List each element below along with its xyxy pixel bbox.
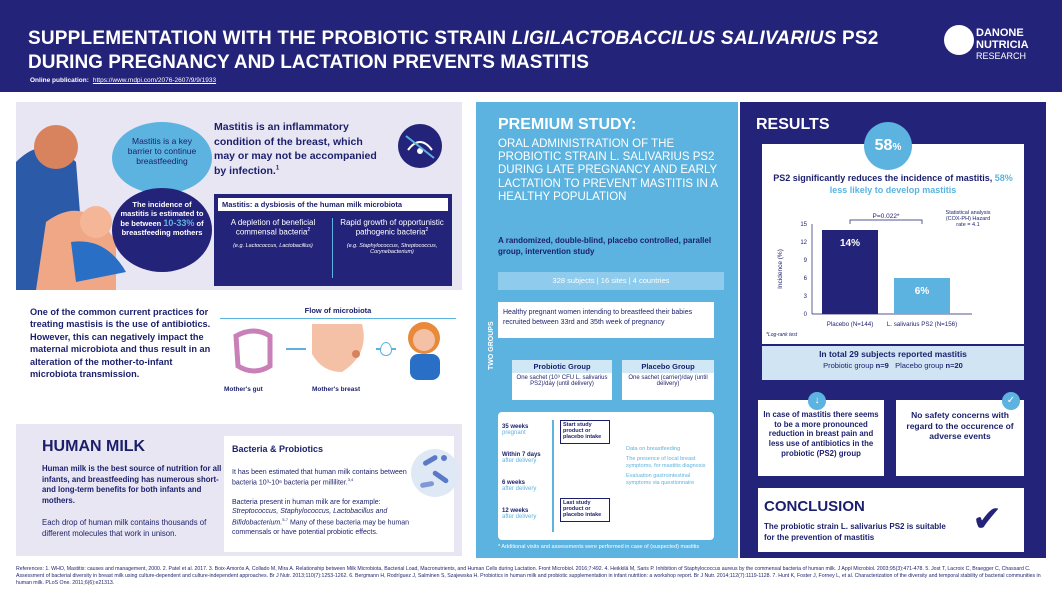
logo-text-1: DANONE: [976, 27, 1024, 39]
data-item: Evaluation gastrointestinal symptoms via…: [626, 472, 695, 486]
title-line-2: DURING PREGNANCY AND LACTATION PREVENTS …: [28, 52, 589, 73]
percent-badge: 58%: [864, 122, 912, 170]
milk-drop-icon: [380, 342, 392, 356]
human-milk-intro-bold: Human milk is the best source of nutriti…: [42, 464, 222, 505]
microbiota-flow-panel: One of the common current practices for …: [16, 290, 462, 416]
human-milk-panel: HUMAN MILK Human milk is the best source…: [16, 424, 462, 556]
y-tick-label: 9: [804, 258, 808, 264]
incidence-bar-chart: 0 3 6 9 12 15 Incidence (%) 14% Placebo (N=144) 6…: [766, 213, 972, 338]
hazard-bubble: Statistical analysis (COX-PH) Hazard rat…: [945, 210, 991, 228]
bar-value-label: 14%: [840, 238, 860, 249]
conclusion-title: CONCLUSION: [764, 498, 865, 515]
premium-footnote: * Additional visits and assessments were…: [498, 544, 700, 550]
x-tick-label: Placebo (N=144): [827, 321, 874, 328]
premium-study-panel: PREMIUM STUDY: ORAL ADMINISTRATION OF TH…: [476, 102, 738, 558]
header-banner: SUPPLEMENTATION WITH THE PROBIOTIC STRAI…: [0, 0, 1062, 92]
study-design: A randomized, double-blind, placebo cont…: [498, 236, 712, 256]
last-intake-box: Last study product or placebo intake: [560, 498, 610, 522]
data-item: Data on breastfeeding: [626, 446, 681, 452]
results-title: RESULTS: [756, 116, 830, 133]
data-items-list: Data on breastfeeding The presence of lo…: [626, 446, 710, 486]
timeline-item: 6 weeks after delivery: [502, 480, 537, 492]
antibiotics-text: One of the common current practices for …: [30, 307, 211, 380]
probiotic-group-box: Probiotic Group One sachet (10⁹ CFU L. s…: [512, 360, 612, 400]
conclusion-text: The probiotic strain L. salivarius PS2 i…: [764, 522, 946, 542]
timeline-line: [552, 420, 554, 532]
breast-icon: [312, 324, 364, 372]
bacteria-microscope-icon: [411, 449, 459, 497]
timeline-item: 12 weeks after delivery: [502, 508, 537, 520]
logo-mark-icon: [944, 25, 974, 55]
publication-line: Online publication: https://www.mdpi.com/…: [30, 77, 217, 84]
gut-label: Mother's gut: [224, 386, 263, 393]
bacteria-title: Bacteria & Probiotics: [232, 444, 324, 454]
timeline-item: 35 weeks pregnant: [502, 424, 529, 436]
study-counts: 328 subjects | 16 sites | 4 countries: [498, 272, 724, 290]
start-intake-box: Start study product or placebo intake: [560, 420, 610, 444]
publication-link[interactable]: https://www.mdpi.com/2076-2607/9/9/1933: [92, 77, 217, 84]
human-milk-intro: Each drop of human milk contains thousan…: [42, 518, 207, 538]
breast-label: Mother's breast: [312, 386, 361, 393]
breast-inflammation-icon: [398, 124, 442, 168]
dysbiosis-box: Mastitis: a dysbiosis of the human milk …: [214, 194, 452, 286]
total-subjects-box: In total 29 subjects reported mastitis P…: [762, 346, 1024, 380]
premium-subtitle: ORAL ADMINISTRATION OF THE PROBIOTIC STR…: [498, 138, 718, 203]
checkmark-icon: ✔: [972, 498, 1003, 539]
bacteria-count-text: It has been estimated that human milk co…: [232, 469, 407, 487]
logrank-note: *Log-rank test: [766, 332, 798, 338]
incidence-range: 10-33%: [163, 218, 195, 228]
y-tick-label: 3: [804, 294, 808, 300]
timeline-item: Within 7 days after delivery: [502, 452, 541, 464]
y-tick-label: 0: [804, 312, 808, 318]
conclusion-card: CONCLUSION The probiotic strain L. saliv…: [758, 488, 1024, 552]
x-tick-label: L. salivarius PS2 (N=156): [887, 321, 957, 328]
population-box: Healthy pregnant women intending to brea…: [498, 302, 714, 338]
p-value-label: P=0.022*: [873, 213, 900, 220]
bar: [822, 230, 878, 314]
gut-icon: [233, 328, 273, 374]
results-panel: RESULTS 58% PS2 significantly reduces th…: [740, 102, 1046, 558]
human-milk-title: HUMAN MILK: [42, 438, 146, 455]
bar: [894, 278, 950, 314]
danone-nutricia-logo: DANONE NUTRICIA RESEARCH: [944, 25, 1044, 65]
y-tick-label: 6: [804, 276, 808, 282]
results-headline: PS2 significantly reduces the incidence …: [773, 173, 1013, 196]
y-tick-label: 12: [800, 240, 807, 246]
premium-title: PREMIUM STUDY:: [498, 116, 637, 133]
infant-icon: [408, 322, 440, 380]
divider: [332, 218, 333, 278]
logo-text-2: NUTRICIA: [976, 39, 1029, 51]
bacteria-box: [224, 436, 454, 552]
key-barrier-bubble: Mastitis is a key barrier to continue br…: [112, 122, 212, 194]
down-arrow-icon: ↓: [808, 392, 826, 410]
bacteria-examples-text: Bacteria present in human milk are for e…: [232, 499, 410, 536]
breastfeeding-mother-illustration: [16, 125, 126, 290]
two-groups-label: TWO GROUPS: [488, 321, 495, 370]
results-chart-card: [762, 144, 1024, 344]
significance-bracket: [849, 219, 923, 224]
mastitis-definition: Mastitis is an inflammatory condition of…: [214, 121, 377, 178]
y-tick-label: 15: [800, 222, 807, 228]
data-item: The presence of local breast symptoms, f…: [626, 455, 706, 469]
bar-value-label: 6%: [915, 286, 930, 297]
title-line-1: SUPPLEMENTATION WITH THE PROBIOTIC STRAI…: [28, 28, 879, 49]
growth-text: Rapid growth of opportunistic pathogenic…: [340, 218, 444, 255]
flow-title: Flow of microbiota: [220, 306, 456, 319]
check-circle-icon: ✓: [1002, 392, 1020, 410]
incidence-bubble: The incidence of mastitis is estimated t…: [112, 188, 212, 272]
timeline-box: 35 weeks pregnant Within 7 days after deli…: [498, 412, 714, 540]
info-card-reduction: In case of mastitis there seems to be a …: [758, 400, 884, 476]
flow-arrow-1: [286, 348, 306, 350]
depletion-text: A depletion of beneficial commensal bact…: [230, 218, 316, 249]
y-axis-label: Incidence (%): [777, 249, 784, 289]
logo-text-3: RESEARCH: [976, 51, 1027, 61]
mastitis-panel: Mastitis is a key barrier to continue br…: [16, 102, 462, 290]
placebo-group-box: Placebo Group One sachet (carrier)/day (…: [622, 360, 714, 400]
references: References: 1. WHO, Mastitis: causes and…: [16, 566, 1041, 587]
info-card-safety: No safety concerns with regard to the oc…: [896, 400, 1024, 476]
